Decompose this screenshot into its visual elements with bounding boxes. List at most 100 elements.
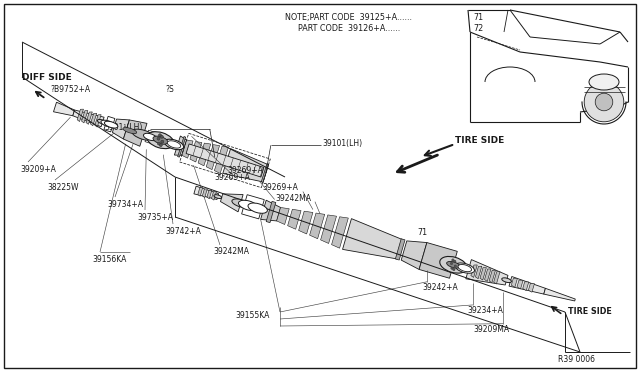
Polygon shape [207, 190, 212, 199]
Ellipse shape [452, 268, 455, 271]
Text: NOTE;PART CODE  39125+A......: NOTE;PART CODE 39125+A...... [285, 13, 412, 22]
Polygon shape [113, 119, 129, 139]
Polygon shape [198, 187, 203, 196]
Polygon shape [466, 260, 508, 285]
Ellipse shape [454, 260, 456, 263]
Polygon shape [174, 136, 187, 155]
Polygon shape [86, 112, 92, 124]
Polygon shape [77, 109, 83, 122]
Polygon shape [202, 189, 207, 198]
Polygon shape [321, 215, 337, 243]
Text: 71: 71 [418, 228, 428, 237]
Polygon shape [544, 288, 575, 301]
Polygon shape [206, 145, 220, 170]
Polygon shape [221, 194, 243, 212]
Ellipse shape [454, 265, 456, 267]
Ellipse shape [159, 134, 161, 137]
Ellipse shape [159, 144, 163, 147]
Text: DIFF SIDE: DIFF SIDE [22, 73, 72, 81]
Polygon shape [509, 276, 545, 294]
Polygon shape [194, 186, 219, 199]
Polygon shape [419, 243, 458, 278]
Polygon shape [104, 116, 115, 132]
Text: PART CODE  39126+A......: PART CODE 39126+A...... [298, 23, 400, 32]
Polygon shape [287, 209, 301, 229]
Polygon shape [480, 267, 486, 280]
Ellipse shape [157, 142, 161, 145]
Ellipse shape [161, 140, 164, 143]
Polygon shape [332, 217, 348, 248]
Polygon shape [260, 200, 280, 221]
Text: 39155KA: 39155KA [235, 311, 269, 321]
Text: 72: 72 [473, 23, 483, 32]
Polygon shape [178, 137, 186, 157]
Ellipse shape [451, 267, 453, 269]
Text: 39742+A: 39742+A [165, 227, 201, 235]
Polygon shape [484, 269, 491, 281]
Ellipse shape [458, 264, 472, 272]
Polygon shape [198, 143, 211, 166]
Polygon shape [81, 110, 88, 123]
Text: 71: 71 [473, 13, 483, 22]
Text: 3901¹(LH): 3901¹(LH) [105, 123, 143, 132]
Ellipse shape [440, 256, 467, 273]
Text: 38225W: 38225W [47, 183, 79, 192]
Polygon shape [190, 142, 202, 162]
Polygon shape [276, 208, 289, 224]
Ellipse shape [232, 199, 250, 208]
Text: 39269+A: 39269+A [263, 183, 299, 192]
Text: TIRE SIDE: TIRE SIDE [455, 135, 504, 144]
Polygon shape [54, 102, 75, 116]
Polygon shape [124, 120, 147, 146]
Text: 39209+A: 39209+A [20, 164, 56, 173]
Text: 39242+A: 39242+A [422, 283, 458, 292]
Ellipse shape [167, 141, 180, 148]
Text: 39269+A: 39269+A [227, 166, 263, 174]
Polygon shape [266, 201, 276, 222]
Polygon shape [261, 164, 269, 182]
Ellipse shape [132, 129, 155, 141]
Polygon shape [214, 146, 228, 173]
Ellipse shape [502, 278, 511, 283]
Ellipse shape [161, 135, 163, 138]
Ellipse shape [104, 121, 118, 128]
Polygon shape [342, 219, 403, 259]
Ellipse shape [239, 200, 258, 211]
Ellipse shape [123, 128, 137, 134]
Ellipse shape [452, 259, 454, 261]
Polygon shape [310, 213, 324, 239]
Text: 39735+A: 39735+A [137, 212, 173, 221]
Ellipse shape [455, 263, 474, 273]
Polygon shape [401, 241, 427, 269]
Polygon shape [523, 282, 529, 291]
Polygon shape [489, 270, 495, 283]
Polygon shape [73, 110, 104, 127]
Polygon shape [186, 144, 264, 177]
Polygon shape [182, 140, 193, 158]
Polygon shape [90, 113, 97, 126]
Ellipse shape [595, 93, 612, 111]
Text: TIRE SIDE: TIRE SIDE [568, 308, 612, 317]
Ellipse shape [164, 139, 184, 150]
Text: R39 0006: R39 0006 [558, 356, 595, 365]
Polygon shape [299, 211, 313, 234]
Ellipse shape [447, 262, 460, 268]
Text: 39101(LH): 39101(LH) [323, 139, 363, 148]
Text: 39156KA: 39156KA [92, 254, 126, 263]
Ellipse shape [147, 132, 174, 149]
Text: 39242MA: 39242MA [213, 247, 249, 257]
Ellipse shape [97, 119, 108, 125]
Ellipse shape [157, 137, 160, 140]
Text: 39234+A: 39234+A [468, 307, 504, 315]
Ellipse shape [101, 120, 115, 127]
Polygon shape [242, 195, 264, 219]
Polygon shape [476, 266, 482, 279]
Text: 39269+A: 39269+A [214, 173, 250, 182]
Polygon shape [396, 239, 405, 260]
Polygon shape [223, 149, 269, 182]
Text: ?S: ?S [165, 84, 173, 93]
Polygon shape [511, 279, 517, 287]
Ellipse shape [153, 136, 168, 144]
Polygon shape [517, 280, 523, 289]
Ellipse shape [214, 195, 221, 199]
